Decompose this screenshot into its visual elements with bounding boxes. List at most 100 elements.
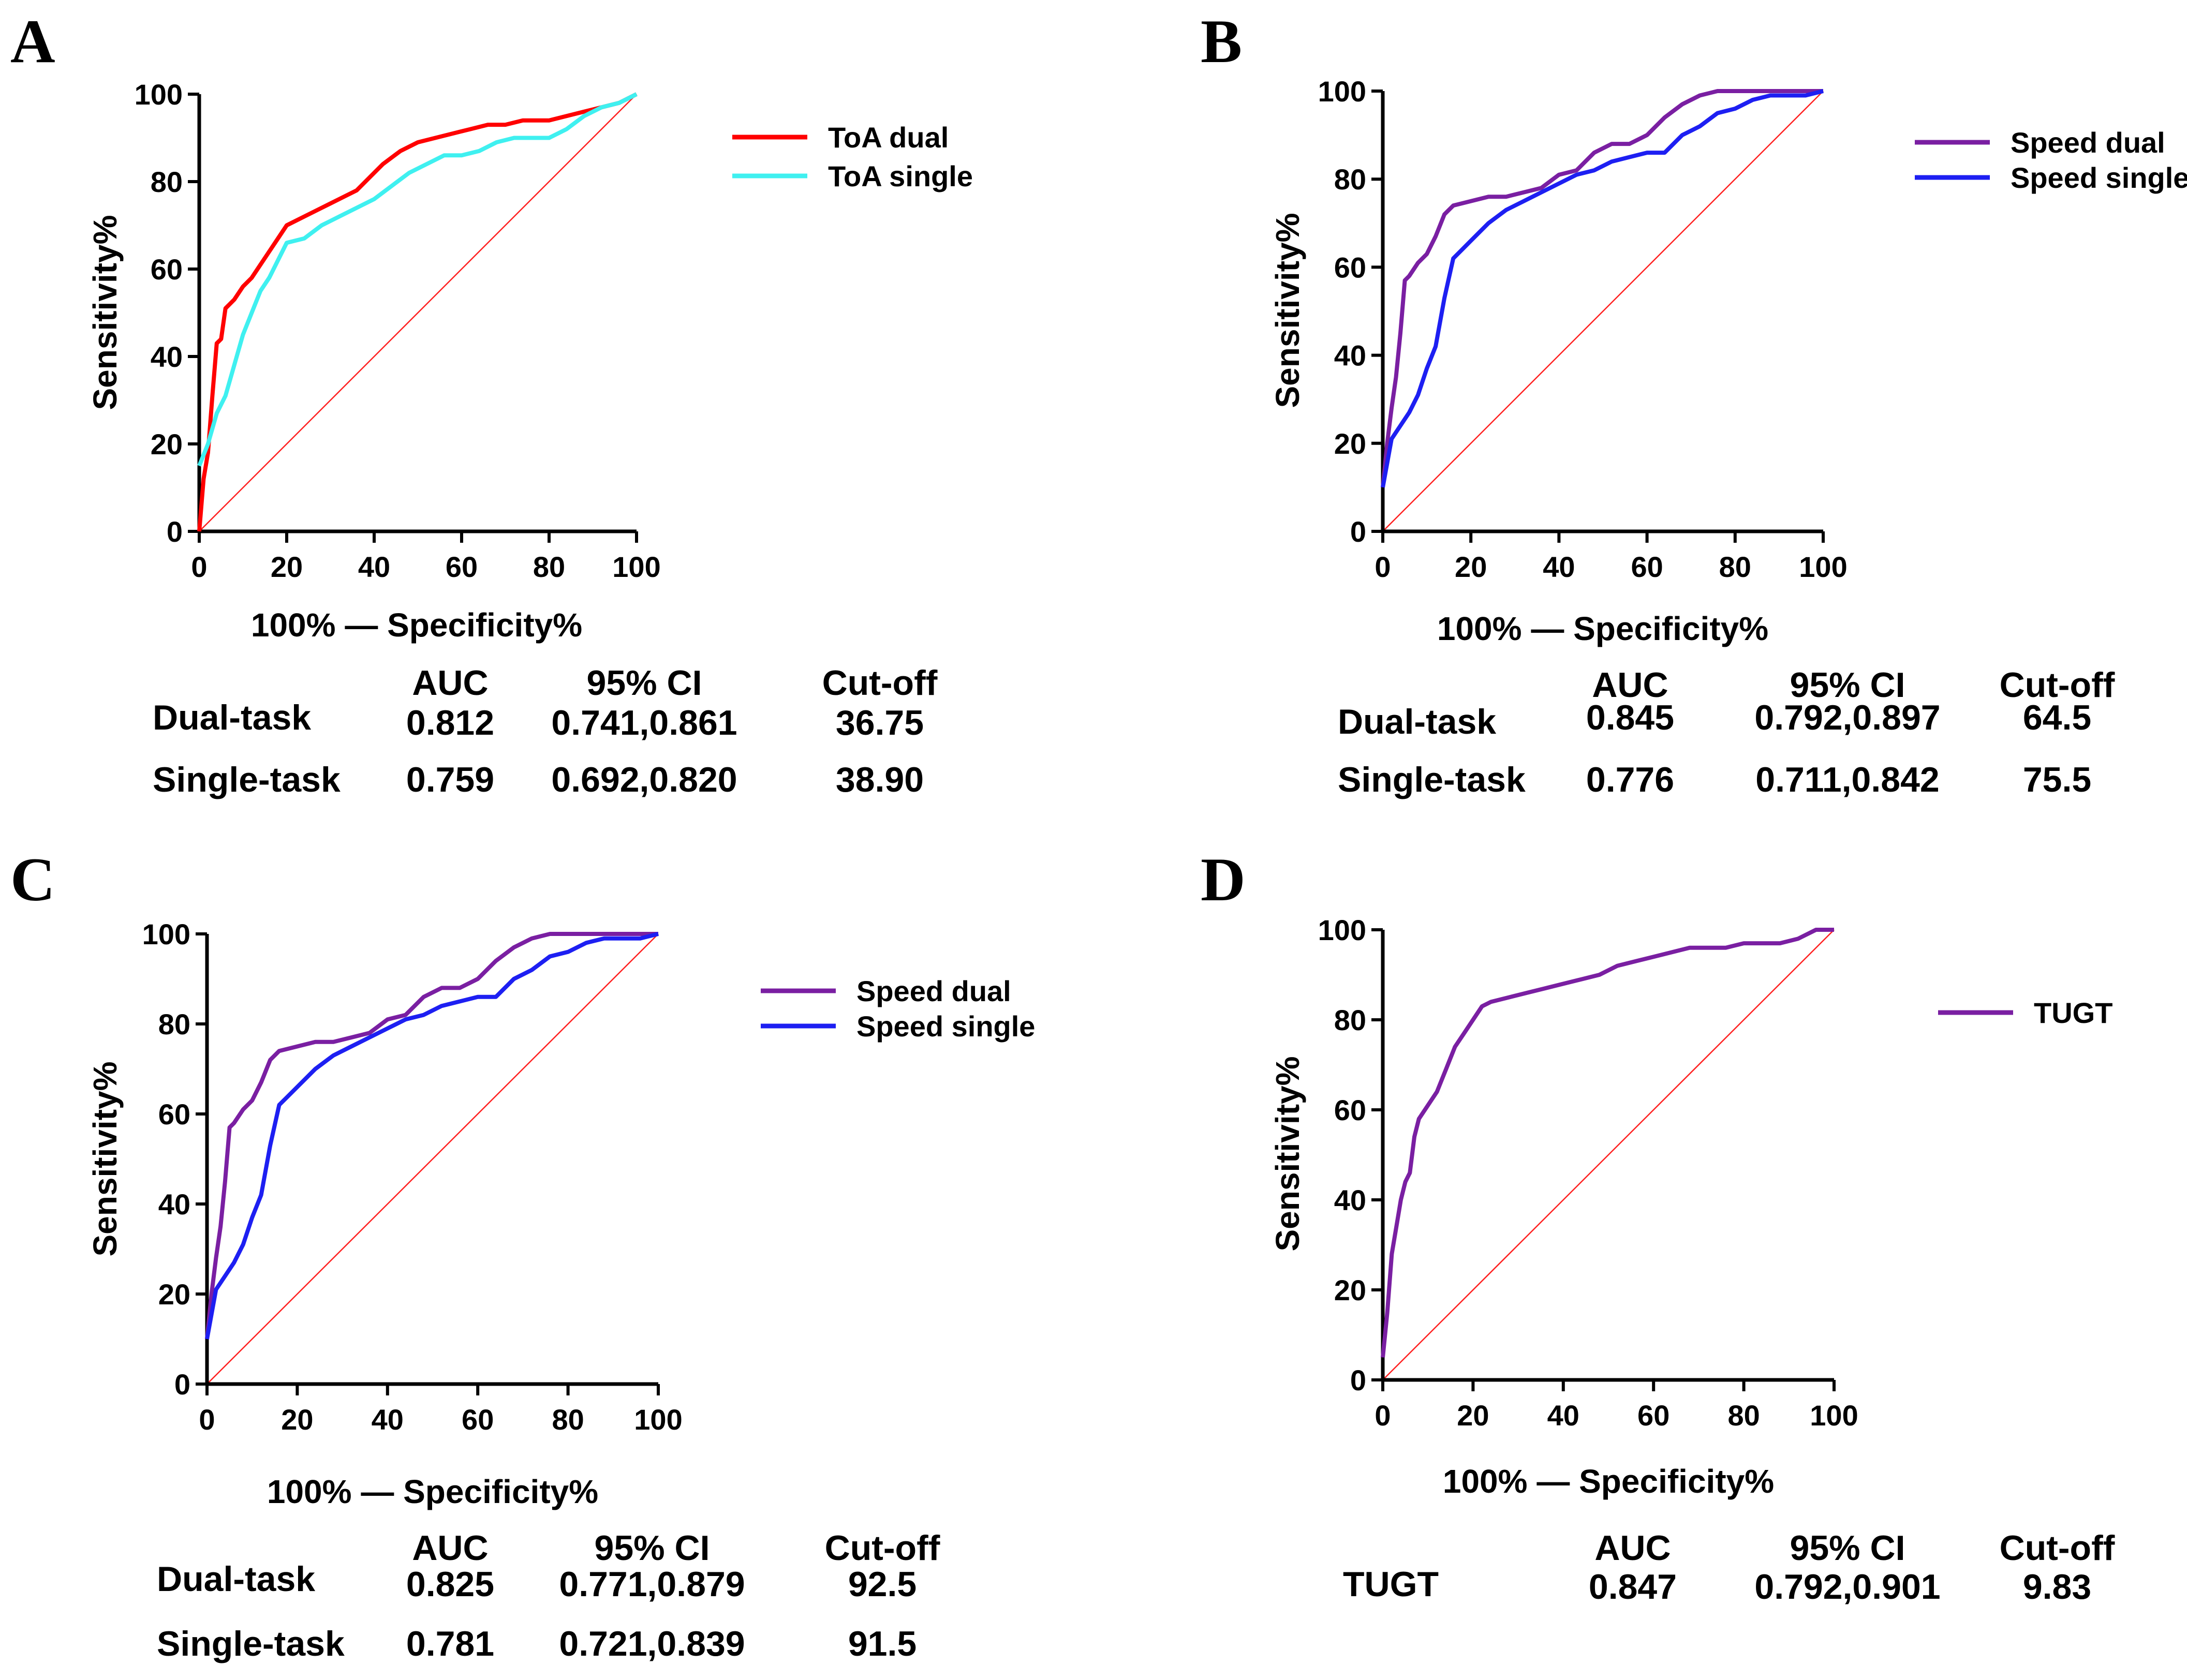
y-axis-title: Sensitivity% [86, 1061, 124, 1256]
stats-row-label: Dual-task [153, 698, 311, 737]
stats-cutoff: 9.83 [2023, 1567, 2091, 1607]
y-tick-label: 60 [158, 1098, 190, 1131]
x-axis-title: 100% — Specificity% [251, 606, 582, 644]
x-tick-label: 20 [1455, 551, 1487, 583]
stats-ci: 0.692,0.820 [551, 760, 737, 799]
reference-diagonal [1382, 929, 1835, 1380]
panel-letter: D [1201, 845, 1246, 914]
x-tick-label: 20 [1457, 1399, 1489, 1432]
y-tick-label: 20 [1334, 427, 1366, 460]
roc-curve-toa-dual [197, 92, 638, 532]
stats-row-label: Dual-task [157, 1559, 315, 1599]
x-tick-label: 80 [1727, 1399, 1760, 1432]
panel-d: D 0 20 40 60 80 100 0 20 40 60 80 100 100% — Specific… [1201, 845, 2115, 1607]
x-tick-label: 0 [1375, 1399, 1391, 1432]
roc-curve-toa-single [197, 92, 638, 467]
stats-header: AUC [412, 663, 488, 703]
x-tick-label: 20 [281, 1403, 313, 1436]
x-tick-label: 60 [1631, 551, 1663, 583]
stats-ci: 0.721,0.839 [559, 1624, 745, 1663]
panel-letter: B [1201, 7, 1242, 76]
stats-table: AUC 95% CI Cut-off TUGT 0.847 0.792,0.901 9.83 [1343, 1528, 2115, 1607]
stats-auc: 0.759 [406, 760, 494, 799]
stats-cutoff: 36.75 [836, 703, 924, 742]
x-tick-label: 0 [191, 551, 207, 583]
stats-row-label: Single-task [157, 1624, 345, 1663]
y-tick-label: 100 [135, 78, 183, 111]
x-tick-label: 80 [1719, 551, 1751, 583]
x-tick-label: 20 [271, 551, 303, 583]
stats-auc: 0.847 [1589, 1567, 1677, 1607]
y-tick-label: 80 [1334, 163, 1366, 196]
stats-header: Cut-off [822, 663, 938, 703]
stats-cutoff: 64.5 [2023, 698, 2091, 737]
x-tick-label: 40 [372, 1403, 404, 1436]
reference-diagonal [199, 94, 637, 532]
y-tick-label: 40 [1334, 1184, 1366, 1216]
stats-header: Cut-off [2000, 665, 2115, 705]
panel-letter: A [10, 7, 55, 76]
y-tick-label: 40 [1334, 339, 1366, 372]
stats-auc: 0.845 [1586, 698, 1674, 737]
stats-auc: 0.781 [406, 1624, 494, 1663]
stats-auc: 0.812 [406, 703, 494, 742]
y-tick-label: 40 [151, 340, 183, 373]
roc-curve-tugt [1381, 928, 1834, 1358]
x-tick-label: 60 [462, 1403, 494, 1436]
stats-cutoff: 92.5 [848, 1565, 917, 1604]
roc-curve-speed-dual [1381, 89, 1823, 488]
roc-curve-speed-dual [205, 932, 658, 1340]
stats-row-label: Single-task [1338, 760, 1526, 799]
stats-header: 95% CI [1790, 1528, 1905, 1568]
stats-ci: 0.792,0.897 [1754, 698, 1940, 737]
stats-table: AUC 95% CI Cut-off Dual-task 0.845 0.792,0.89… [1338, 665, 2115, 799]
reference-diagonal [206, 933, 659, 1385]
stats-auc: 0.776 [1586, 760, 1674, 799]
y-tick-label: 0 [167, 515, 183, 548]
stats-ci: 0.711,0.842 [1755, 760, 1939, 799]
x-axis-title: 100% — Specificity% [1437, 610, 1768, 647]
y-tick-label: 100 [1318, 75, 1366, 108]
x-tick-label: 0 [199, 1403, 215, 1436]
stats-cutoff: 38.90 [836, 760, 924, 799]
legend-label: Speed single [856, 1010, 1035, 1043]
stats-ci: 0.771,0.879 [559, 1565, 745, 1604]
y-tick-label: 60 [1334, 251, 1366, 284]
stats-header: 95% CI [587, 663, 702, 703]
stats-cutoff: 75.5 [2023, 760, 2091, 799]
legend-label: ToA single [828, 160, 973, 192]
roc-curve-speed-single [1381, 89, 1824, 488]
y-axis-title: Sensitivity% [1269, 1056, 1306, 1251]
y-tick-label: 0 [1350, 515, 1366, 548]
y-tick-label: 80 [158, 1008, 190, 1040]
stats-header: Cut-off [2000, 1528, 2115, 1568]
x-tick-label: 100 [612, 551, 660, 583]
x-tick-label: 40 [358, 551, 390, 583]
stats-header: 95% CI [1790, 665, 1905, 705]
stats-header: AUC [1592, 665, 1668, 705]
y-axis-title: Sensitivity% [86, 215, 124, 410]
x-tick-label: 0 [1375, 551, 1391, 583]
stats-row-label: TUGT [1343, 1565, 1439, 1604]
x-tick-label: 60 [446, 551, 478, 583]
legend-label: Speed dual [2011, 126, 2165, 159]
x-tick-label: 60 [1637, 1399, 1669, 1432]
y-tick-label: 100 [1318, 914, 1366, 946]
y-tick-label: 80 [1334, 1004, 1366, 1036]
stats-table: AUC 95% CI Cut-off Dual-task 0.825 0.771,0.87… [157, 1528, 940, 1663]
stats-ci: 0.741,0.861 [551, 703, 737, 742]
reference-diagonal [1382, 91, 1824, 532]
panel-letter: C [10, 845, 55, 914]
x-tick-label: 40 [1543, 551, 1575, 583]
y-tick-label: 60 [1334, 1094, 1366, 1126]
y-tick-label: 0 [1350, 1364, 1366, 1396]
stats-row-label: Single-task [153, 760, 341, 799]
stats-cutoff: 91.5 [848, 1624, 917, 1663]
x-tick-label: 80 [533, 551, 565, 583]
stats-table: AUC 95% CI Cut-off Dual-task 0.812 0.741,0.86… [153, 663, 938, 799]
stats-header: AUC [412, 1528, 488, 1568]
x-axis-title: 100% — Specificity% [1443, 1463, 1774, 1500]
y-axis-title: Sensitivity% [1269, 213, 1306, 408]
panel-c: C 0 20 40 60 80 100 0 20 40 60 80 100 100% — Specific… [10, 845, 1035, 1663]
